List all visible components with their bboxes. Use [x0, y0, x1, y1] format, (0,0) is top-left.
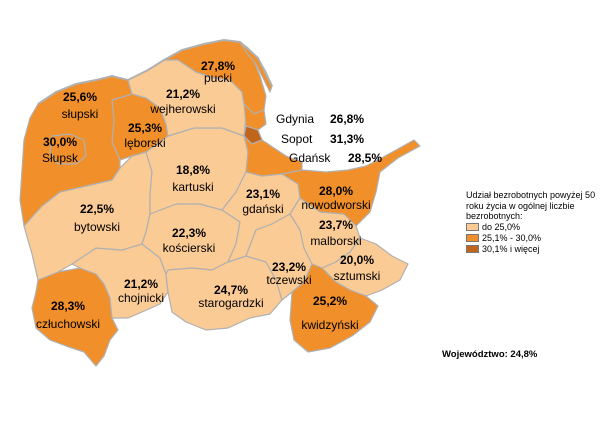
label-pucki-value: 27,8%: [201, 59, 235, 73]
label-starogardzki-name: starogardzki: [198, 296, 263, 310]
legend-swatch-low: [466, 223, 479, 231]
label-pucki-name: pucki: [204, 71, 232, 85]
coastline: [37, 38, 273, 105]
legend-label-high: 30,1% i więcej: [482, 243, 540, 254]
label-tczewski-value: 23,2%: [272, 260, 306, 274]
label-kartuski-value: 18,8%: [176, 163, 210, 177]
label-sztumski-value: 20,0%: [340, 253, 374, 267]
city-sopot-name: Sopot: [281, 132, 313, 146]
label-wejherowski-value: 21,2%: [166, 87, 200, 101]
legend-title: Udział bezrobotnych powyżej 50 roku życi…: [466, 190, 596, 221]
legend-item-low: do 25,0%: [466, 222, 601, 233]
label-koscierski-name: kościerski: [163, 241, 216, 255]
city-gdynia-value: 26,8%: [330, 112, 364, 126]
legend: Udział bezrobotnych powyżej 50 roku życi…: [466, 190, 601, 255]
region-gdansk: [243, 135, 303, 177]
label-nowodworski-name: nowodworski: [301, 198, 370, 212]
legend-swatch-mid: [466, 234, 479, 242]
label-czluchowski-value: 28,3%: [51, 299, 85, 313]
label-sztumski-name: sztumski: [334, 269, 381, 283]
label-kwidzynski-value: 25,2%: [313, 294, 347, 308]
region-nowodworski: [281, 139, 421, 227]
label-slupski-name: słupski: [62, 107, 99, 121]
city-gdansk-name: Gdańsk: [289, 151, 331, 165]
label-leborski-name: lęborski: [124, 136, 165, 150]
label-slupski-value: 25,6%: [63, 90, 97, 104]
region-kwidzynski: [289, 263, 379, 353]
label-gdanski-value: 23,1%: [246, 187, 280, 201]
city-sopot-value: 31,3%: [330, 132, 364, 146]
label-czluchowski-name: człuchowski: [36, 317, 100, 331]
label-bytowski-value: 22,5%: [80, 202, 114, 216]
legend-label-mid: 25,1% - 30,0%: [482, 232, 542, 243]
label-malborski-value: 23,7%: [319, 218, 353, 232]
label-wejherowski-name: wejherowski: [149, 102, 215, 116]
label-bytowski-name: bytowski: [74, 220, 120, 234]
label-gdanski-name: gdański: [242, 202, 283, 216]
label-koscierski-value: 22,3%: [172, 226, 206, 240]
label-kwidzynski-name: kwidzyński: [301, 318, 358, 332]
label-malborski-name: malborski: [310, 234, 361, 248]
label-slupsk-name: Słupsk: [42, 151, 79, 165]
voivodeship-total: Województwo: 24,8%: [442, 349, 538, 360]
legend-item-mid: 25,1% - 30,0%: [466, 233, 601, 244]
label-kartuski-name: kartuski: [172, 180, 213, 194]
label-nowodworski-value: 28,0%: [319, 184, 353, 198]
label-tczewski-name: tczewski: [266, 273, 311, 287]
legend-swatch-high: [466, 245, 479, 253]
label-chojnicki-name: chojnicki: [118, 291, 164, 305]
label-starogardzki-value: 24,7%: [214, 283, 248, 297]
label-chojnicki-value: 21,2%: [124, 277, 158, 291]
label-slupsk-value: 30,0%: [43, 135, 77, 149]
region-slupsk: [49, 133, 87, 165]
city-gdynia-name: Gdynia: [276, 112, 314, 126]
city-gdansk-value: 28,5%: [348, 151, 382, 165]
legend-label-low: do 25,0%: [482, 221, 521, 232]
label-leborski-value: 25,3%: [128, 121, 162, 135]
legend-item-high: 30,1% i więcej: [466, 244, 601, 255]
